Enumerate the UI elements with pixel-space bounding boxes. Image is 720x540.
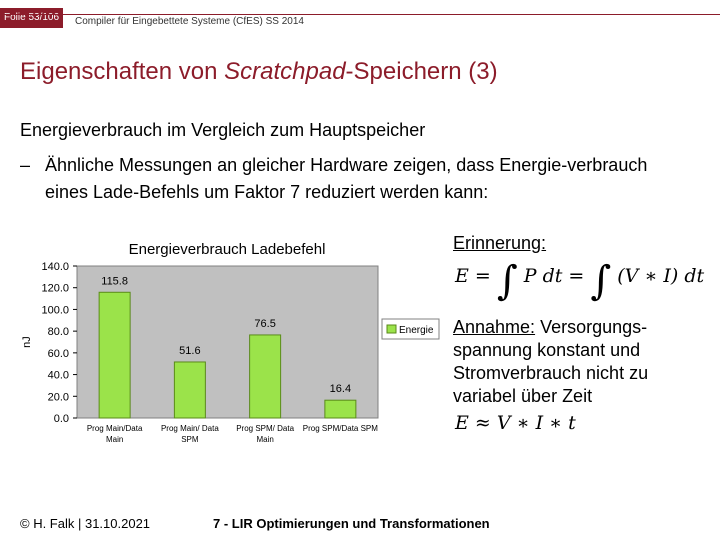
bar	[324, 399, 357, 419]
legend-label: Energie	[399, 325, 434, 336]
assumption-label: Annahme:	[453, 317, 536, 337]
header-rule	[0, 14, 720, 15]
y-tick-label: 80.0	[48, 326, 69, 338]
y-tick-label: 0.0	[54, 413, 69, 425]
bullet-sub-text: Ähnliche Messungen an gleicher Hardware …	[45, 155, 648, 202]
y-tick-label: 140.0	[41, 261, 69, 273]
title-part1: Eigenschaften von	[20, 58, 225, 85]
y-axis-label: nJ	[21, 336, 33, 348]
bullet-main: Energieverbrauch im Vergleich zum Haupts…	[20, 120, 426, 140]
bar	[249, 334, 282, 419]
bar-value-label: 76.5	[254, 318, 275, 330]
energy-integral-formula: E = ∫ P dt = ∫ (V ∗ I) dt	[455, 258, 704, 304]
bar	[173, 361, 206, 419]
x-tick-label: Prog SPM/Data SPM	[303, 424, 378, 433]
x-tick-label: Prog SPM/ Data	[236, 424, 294, 433]
course-title: Compiler für Eingebettete Systeme (CfES)…	[75, 16, 304, 27]
chart-title: Energieverbrauch Ladebefehl	[129, 241, 326, 258]
slide-title: Eigenschaften von Scratchpad-Speichern (…	[20, 58, 498, 86]
formula1-lhs: E =	[455, 265, 497, 287]
y-tick-label: 60.0	[48, 348, 69, 360]
bullet-sub: – Ähnliche Messungen an gleicher Hardwar…	[20, 152, 670, 206]
x-tick-label: Main	[256, 435, 273, 444]
integral-symbol-1: ∫	[496, 258, 518, 304]
bar	[98, 291, 131, 419]
y-tick-label: 40.0	[48, 370, 69, 382]
reminder-label: Erinnerung:	[453, 233, 547, 253]
assumption-text: Annahme: Versorgungs-spannung konstant u…	[453, 316, 703, 408]
y-tick-label: 120.0	[41, 283, 69, 295]
slide-number: Folie 53/106	[0, 8, 64, 28]
assumption-body: Versorgungs-spannung konstant und Stromv…	[453, 317, 649, 406]
formula1-rhs: (V ∗ I) dt	[611, 265, 705, 287]
footer-author-date: © H. Falk | 31.10.2021	[20, 516, 151, 531]
footer-chapter: 7 - LIR Optimierungen und Transformation…	[213, 516, 490, 531]
bar-value-label: 115.8	[101, 275, 128, 287]
title-italic: Scratchpad	[224, 58, 346, 85]
energy-approx-formula: E ≈ V ∗ I ∗ t	[455, 412, 576, 434]
x-tick-label: Prog Main/Data	[87, 424, 143, 433]
x-tick-label: Main	[106, 435, 123, 444]
bar-value-label: 16.4	[330, 383, 351, 395]
legend-box	[381, 318, 440, 340]
formula1-mid: P dt =	[517, 265, 591, 287]
energy-chart: Energieverbrauch Ladebefehl 0.0 20.0 40.0 60…	[21, 241, 440, 444]
title-part2: -Speichern (3)	[345, 58, 498, 85]
y-tick-label: 100.0	[41, 304, 69, 316]
bullet-dash: –	[20, 155, 31, 175]
legend-swatch	[386, 324, 397, 334]
bar-value-label: 51.6	[179, 345, 200, 357]
x-tick-label: SPM	[181, 435, 199, 444]
x-tick-label: Prog Main/ Data	[161, 424, 219, 433]
y-tick-label: 20.0	[48, 391, 69, 403]
integral-symbol-2: ∫	[590, 258, 612, 304]
